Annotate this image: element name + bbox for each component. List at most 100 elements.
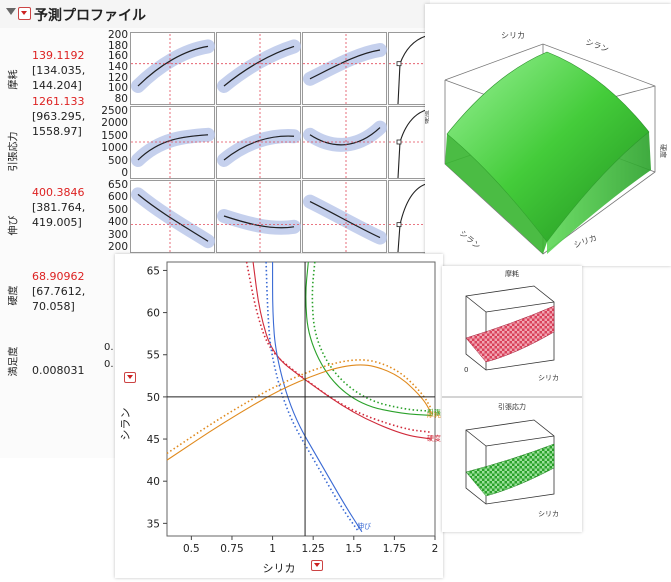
tick-label: 0 bbox=[121, 167, 128, 179]
y-tick-label: 60 bbox=[147, 308, 160, 320]
ci-lower: [963.295, bbox=[32, 110, 86, 123]
profile-trace bbox=[223, 215, 295, 229]
tick-label: 600 bbox=[107, 191, 128, 204]
page-title: 予測プロファイル bbox=[34, 8, 146, 24]
tick-label: 300 bbox=[107, 228, 128, 241]
contour-line[interactable] bbox=[305, 261, 432, 416]
mini-surfaces[interactable]: 摩耗 0 シリカ 引張応力 シリカ bbox=[442, 266, 582, 532]
mini-axis-x: シリカ bbox=[538, 374, 559, 382]
tick-label: 200 bbox=[107, 241, 128, 253]
y-tick-label: 55 bbox=[147, 350, 160, 362]
tick-label: 180 bbox=[107, 39, 128, 52]
contour-line[interactable] bbox=[265, 261, 360, 533]
x-axis-menu-icon[interactable] bbox=[311, 560, 323, 571]
tick-label: 100 bbox=[107, 82, 128, 95]
ci-upper: 70.058] bbox=[32, 300, 75, 313]
mini-axis-zero: 0 bbox=[464, 366, 468, 374]
collapse-triangle-icon[interactable] bbox=[6, 8, 16, 15]
red-menu-icon[interactable] bbox=[18, 7, 31, 20]
response-value-wear: 139.1192 [134.035, 144.204] bbox=[32, 48, 85, 93]
tick-label: 500 bbox=[107, 203, 128, 216]
tick-label: 160 bbox=[107, 50, 128, 63]
profile-trace bbox=[309, 201, 381, 239]
contour-curve-label: 摩耗 bbox=[427, 410, 441, 419]
tick-label: 650 bbox=[107, 179, 128, 191]
desirability-marker[interactable] bbox=[396, 61, 402, 67]
obscured-tick: 0. bbox=[104, 359, 114, 370]
y-axis-label: シラン bbox=[119, 408, 132, 441]
y-tick-label: 40 bbox=[147, 476, 160, 488]
x-tick-label: 1.5 bbox=[345, 543, 362, 555]
contour-line[interactable] bbox=[166, 359, 433, 455]
mini-surface-title: 引張応力 bbox=[498, 402, 526, 411]
ci-upper: 419.005] bbox=[32, 216, 82, 229]
x-tick-label: 0.5 bbox=[183, 543, 200, 555]
obscured-tick: 0. bbox=[104, 342, 114, 353]
tick-label: 120 bbox=[107, 71, 128, 84]
surface-plot[interactable]: シリカ シラン シリカ 硬度 硬度 シラン bbox=[421, 4, 671, 266]
y-axis-menu-icon[interactable] bbox=[124, 372, 136, 383]
profile-cell[interactable] bbox=[388, 106, 429, 179]
desirability-value: 0.008031 bbox=[32, 364, 85, 377]
profile-traces[interactable] bbox=[130, 32, 430, 254]
profile-trace bbox=[223, 135, 295, 161]
elongation-axis-ticks: 650 600 500 400 300 200 bbox=[92, 179, 128, 253]
contour-line[interactable] bbox=[166, 364, 433, 461]
predicted-value: 68.90962 bbox=[32, 270, 85, 283]
x-tick-label: 1 bbox=[269, 543, 276, 555]
profile-cell[interactable] bbox=[388, 180, 429, 253]
predicted-value: 1261.133 bbox=[32, 95, 85, 108]
surface-plot-window[interactable]: シリカ シラン シリカ 硬度 硬度 シラン bbox=[421, 4, 671, 266]
ci-lower: [67.7612, bbox=[32, 285, 86, 298]
contour-line[interactable] bbox=[311, 261, 432, 413]
ci-upper: 1558.97] bbox=[32, 125, 82, 138]
contour-plot[interactable]: 0.5 0.75 1 1.25 1.5 1.75 2 35 40 45 50 55 60 65 摩耗硬度伸… bbox=[115, 254, 443, 578]
profile-trace bbox=[309, 127, 381, 146]
x-tick-label: 1.75 bbox=[383, 543, 406, 555]
ci-lower: [381.764, bbox=[32, 201, 86, 214]
contour-line[interactable] bbox=[245, 261, 432, 434]
desirability-label: 満足度 bbox=[8, 346, 20, 377]
response-surface bbox=[446, 51, 650, 243]
response-value-elongation: 400.3846 [381.764, 419.005] bbox=[32, 185, 85, 230]
tick-label: 2000 bbox=[101, 117, 128, 130]
profile-trace bbox=[137, 134, 209, 161]
y-tick-label: 45 bbox=[147, 434, 160, 446]
mini-surface-title: 摩耗 bbox=[505, 269, 519, 278]
ci-upper: 144.204] bbox=[32, 79, 82, 92]
profile-trace bbox=[137, 193, 209, 242]
axis-label: シリカ bbox=[501, 31, 525, 40]
predicted-value: 139.1192 bbox=[32, 49, 85, 62]
x-tick-label: 0.75 bbox=[220, 543, 243, 555]
desirability-marker[interactable] bbox=[396, 222, 402, 228]
response-label-hardness: 硬度 bbox=[8, 285, 20, 306]
axis-label: シラン bbox=[458, 229, 482, 251]
axis-label: シラン bbox=[584, 37, 610, 54]
tick-label: 2500 bbox=[101, 105, 128, 117]
contour-curve-label: 硬度 bbox=[427, 434, 441, 443]
response-value-tensile: 1261.133 [963.295, 1558.97] bbox=[32, 94, 85, 139]
contour-profiler-window[interactable]: 0.5 0.75 1 1.25 1.5 1.75 2 35 40 45 50 55 60 65 摩耗 硬度伸… bbox=[115, 254, 443, 578]
response-label-wear: 摩耗 bbox=[8, 69, 20, 90]
profile-cell[interactable] bbox=[388, 32, 429, 105]
tick-label: 80 bbox=[114, 93, 128, 105]
desirability-marker[interactable] bbox=[396, 139, 402, 145]
profile-trace bbox=[309, 49, 381, 80]
profile-trace bbox=[137, 45, 209, 87]
y-tick-label: 65 bbox=[147, 265, 160, 277]
mini-axis-x: シリカ bbox=[538, 510, 559, 518]
contour-line[interactable] bbox=[272, 261, 363, 533]
tick-label: 140 bbox=[107, 61, 128, 73]
predicted-value: 400.3846 bbox=[32, 186, 85, 199]
tick-label: 1500 bbox=[101, 129, 128, 142]
axis-label: 硬度 bbox=[425, 110, 430, 124]
profile-trace bbox=[223, 45, 295, 87]
tick-label: 500 bbox=[107, 154, 128, 167]
mini-surface-panel: 摩耗 0 シリカ 引張応力 シリカ bbox=[442, 266, 582, 532]
mini-surface-green bbox=[465, 443, 555, 497]
ci-lower: [134.035, bbox=[32, 64, 86, 77]
axis-label: 硬度 bbox=[659, 144, 668, 158]
axis-label: シリカ bbox=[573, 233, 599, 250]
response-value-hardness: 68.90962 [67.7612, 70.058] bbox=[32, 269, 85, 314]
tick-label: 200 bbox=[107, 29, 128, 41]
